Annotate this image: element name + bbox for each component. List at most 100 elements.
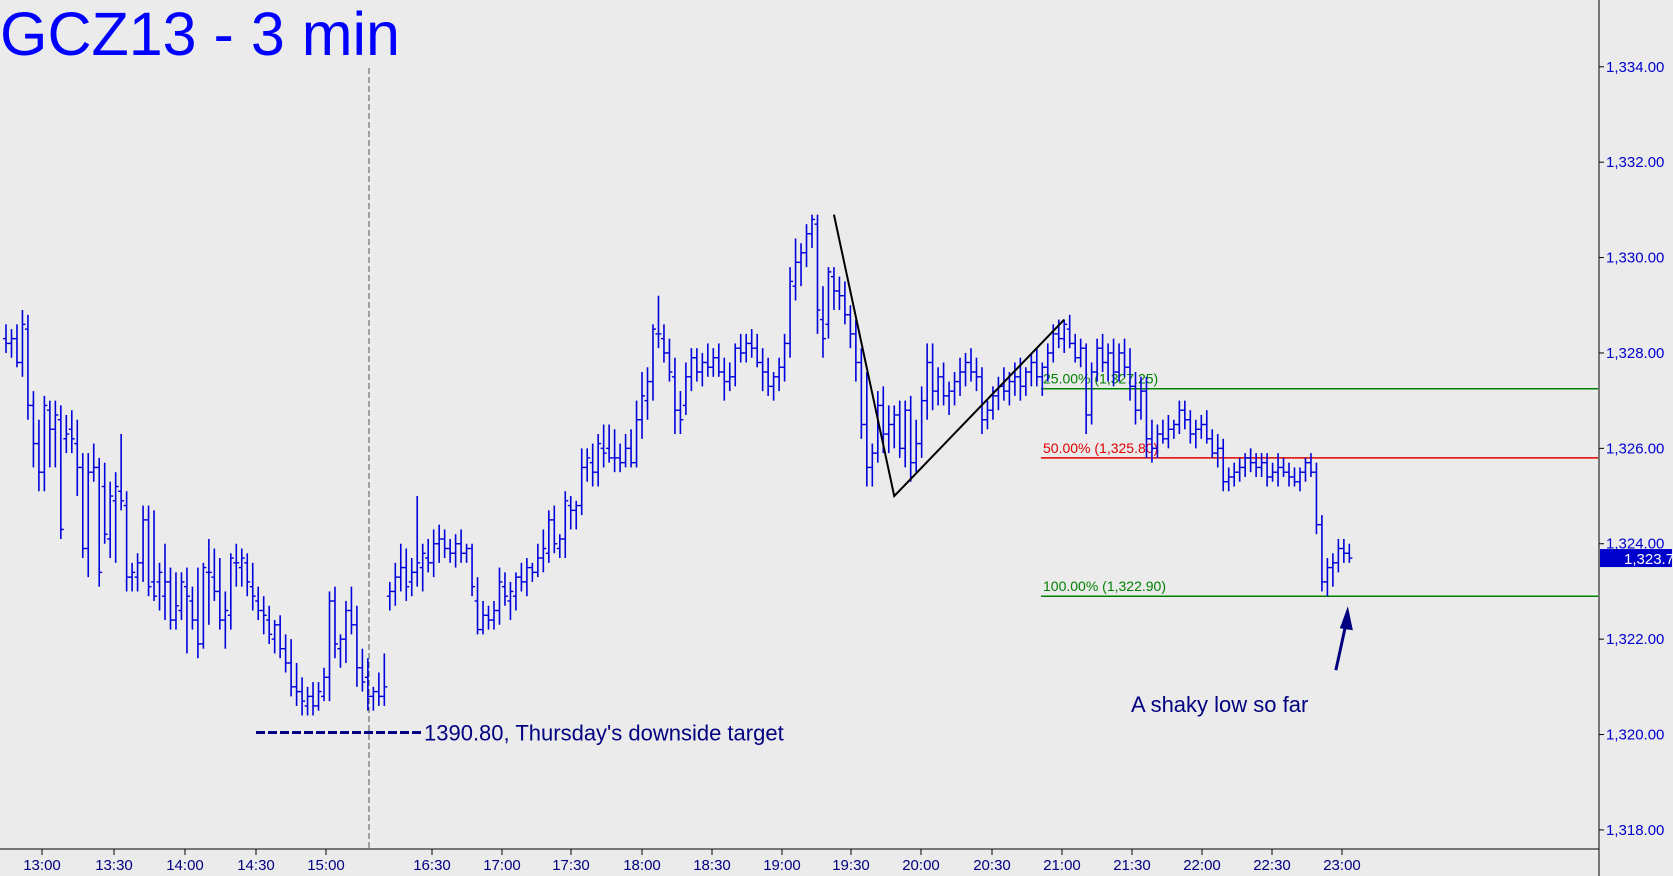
ohlc-bar [595,434,602,487]
x-tick-label: 19:00 [763,857,801,874]
ohlc-bar [825,267,832,339]
ohlc-bar [183,567,190,654]
ohlc-bar [233,543,240,587]
x-tick-label: 14:30 [237,857,275,874]
y-tick-label: 1,332.00 [1606,154,1664,171]
x-tick-label: 17:00 [483,857,521,874]
x-tick-label: 15:00 [307,857,345,874]
ohlc-bar [787,267,794,358]
ohlc-bar [205,538,212,625]
x-tick-label: 21:00 [1043,857,1081,874]
y-tick-label: 1,330.00 [1606,250,1664,267]
price-bars [3,214,1353,716]
x-tick-label: 14:00 [166,857,204,874]
x-tick-label: 23:00 [1323,857,1361,874]
y-tick-label: 1,326.00 [1606,440,1664,457]
fib-level-label: 50.00% (1,325.80) [1043,440,1158,456]
x-tick-label: 20:00 [902,857,940,874]
ohlc-bar [819,286,826,358]
ohlc-bar [96,457,103,587]
ohlc-bar [469,543,476,597]
ohlc-bar [814,214,821,334]
ohlc-bar [507,581,514,621]
x-axis-ticks: 13:00 13:30 14:00 14:30 15:00 16:30 17:00 17:30… [23,849,1361,874]
ohlc-bar [649,324,656,401]
x-tick-label: 22:00 [1183,857,1221,874]
y-tick-label: 1,334.00 [1606,59,1664,76]
y-tick-label: 1,328.00 [1606,345,1664,362]
ohlc-bar [41,395,48,492]
annotation-arrow [1334,623,1348,671]
ohlc-bar [677,391,684,435]
ohlc-bar [145,505,152,597]
ohlc-bar [244,553,251,597]
ohlc-bar [1346,543,1353,563]
ohlc-bar [200,562,207,649]
ohlc-bar [129,562,136,592]
ohlc-bar [403,548,410,601]
zigzag-line [832,214,1065,499]
target-label: 1390.80, Thursday's downside target [424,721,784,746]
ohlc-bar [359,648,366,692]
x-tick-label: 19:30 [832,857,870,874]
x-tick-label: 13:00 [23,857,61,874]
ohlc-bar [260,596,267,635]
ohlc-bar [112,472,119,563]
ohlc-bar [299,677,306,716]
ohlc-bar [118,434,125,511]
ohlc-bar [501,572,508,606]
ohlc-bar [52,400,59,468]
ohlc-bar [551,505,558,554]
fibonacci-levels: 25.00% (1,327.25)50.00% (1,325.80)100.00… [1041,371,1598,597]
ohlc-bar [419,543,426,592]
ohlc-bar [227,553,234,630]
ohlc-bar [315,682,322,711]
x-tick-label: 22:30 [1253,857,1291,874]
x-tick-label: 16:30 [413,857,451,874]
ohlc-bar [178,572,185,621]
ohlc-bar [496,567,503,625]
x-tick-label: 20:30 [973,857,1011,874]
ohlc-bar [600,424,607,468]
ohlc-bar [107,481,114,559]
ohlc-bar [151,510,158,601]
ohlc-bar [562,491,569,559]
fib-level-label: 100.00% (1,322.90) [1043,578,1166,594]
ohlc-bar [1061,319,1068,353]
ohlc-bar [809,214,816,249]
x-tick-label: 17:30 [552,857,590,874]
ohlc-bar [222,591,229,649]
y-tick-label: 1,322.00 [1606,631,1664,648]
ohlc-bar [238,548,245,587]
ohlc-bar [19,310,26,377]
ohlc-bar [172,572,179,630]
ohlc-bar [63,414,70,454]
x-tick-label: 13:30 [95,857,133,874]
x-tick-label: 18:30 [693,857,731,874]
ohlc-bar [68,410,75,454]
ohlc-bar [414,496,421,587]
ohlc-bar [584,448,591,482]
chart-title: GCZ13 - 3 min [0,0,400,68]
annotation-text: A shaky low so far [1131,692,1308,717]
ohlc-bar [156,562,163,611]
ohlc-bar [331,586,338,659]
x-tick-label: 18:00 [623,857,661,874]
y-tick-label: 1,318.00 [1606,822,1664,839]
ohlc-bar [381,653,388,706]
last-price-label: 1,323.70 [1624,551,1673,568]
x-tick-label: 21:30 [1113,857,1151,874]
y-tick-label: 1,324.00 [1606,536,1664,553]
ohlc-bar [666,338,673,382]
ohlc-bar [57,405,64,539]
annotation-arrow-head [1339,606,1353,631]
ohlc-bar [249,562,256,611]
y-tick-label: 1,320.00 [1606,727,1664,744]
y-axis-ticks: 1,318.00 1,320.00 1,322.00 1,324.00 1,326.00… [1599,59,1664,839]
ohlc-bar [266,605,273,644]
ohlc-bar [101,462,108,544]
last-price-box [1600,549,1672,568]
ohlc-bar [540,529,547,573]
